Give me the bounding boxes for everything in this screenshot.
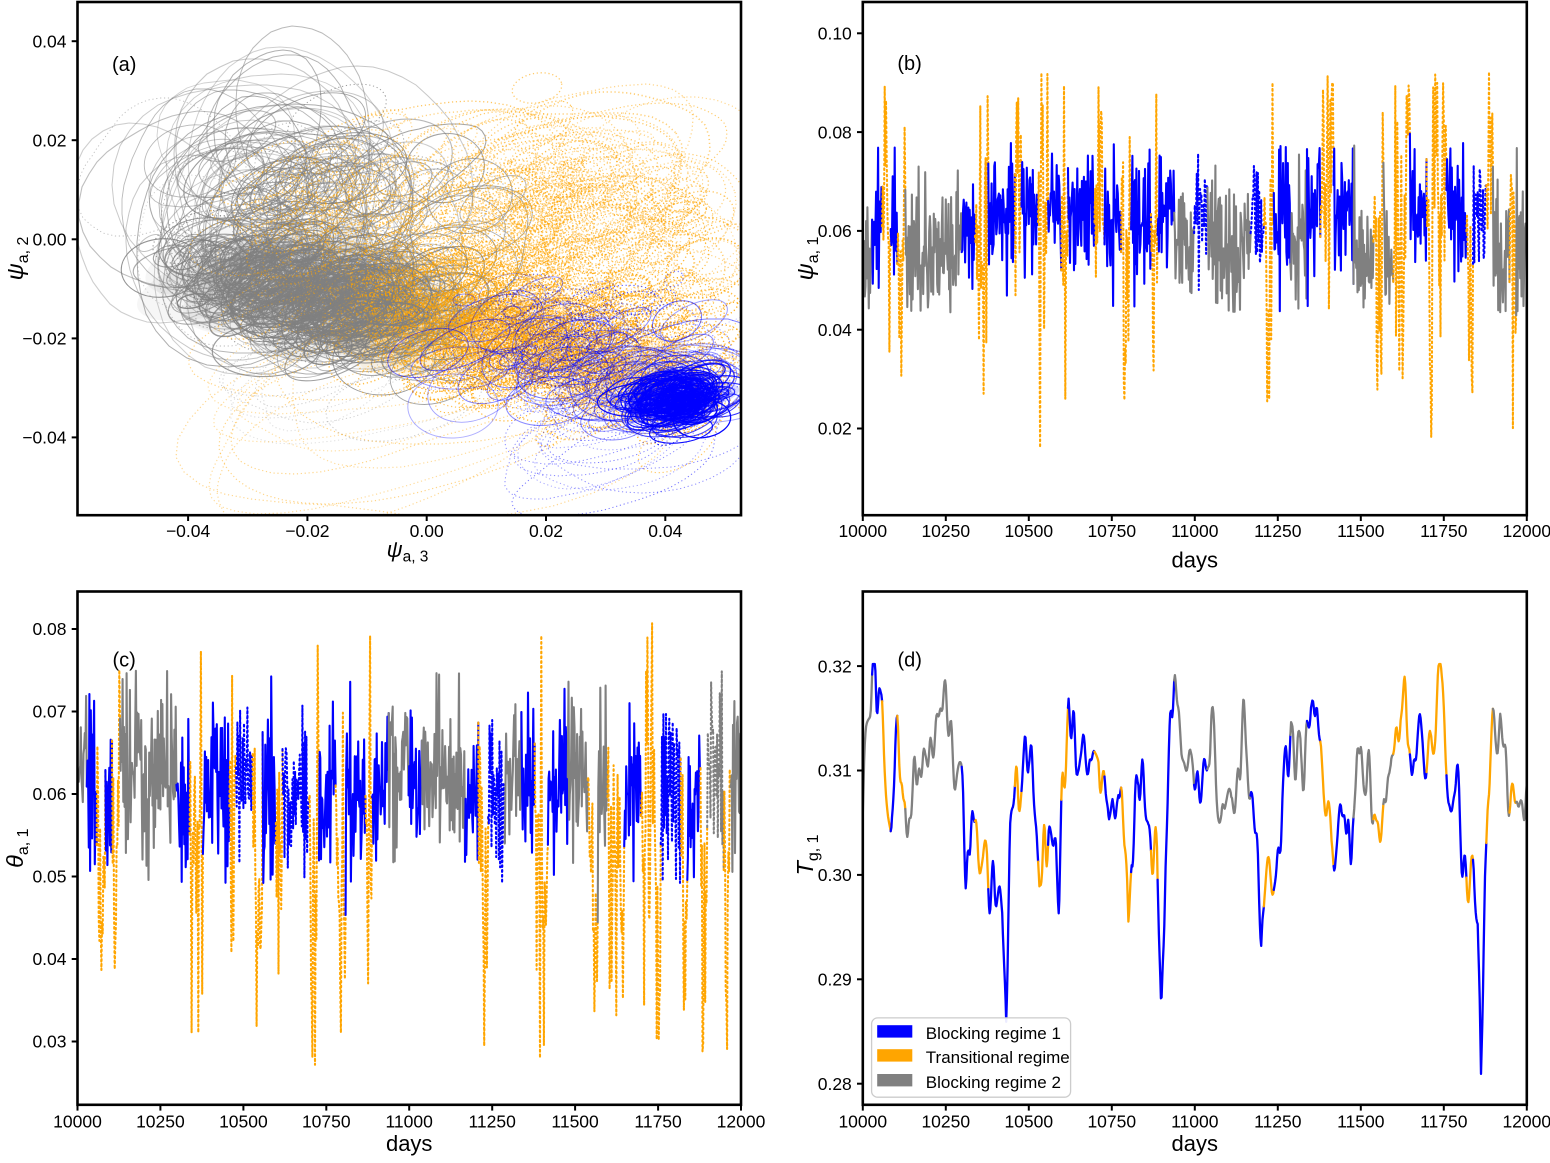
svg-text:11500: 11500 <box>551 1112 599 1132</box>
svg-text:12000: 12000 <box>1502 1112 1550 1132</box>
svg-text:−0.04: −0.04 <box>22 428 67 448</box>
svg-text:0.04: 0.04 <box>648 521 682 541</box>
svg-text:12000: 12000 <box>717 1112 766 1132</box>
svg-text:0.02: 0.02 <box>529 521 563 541</box>
svg-text:days: days <box>1172 1131 1218 1156</box>
svg-text:Blocking regime 2: Blocking regime 2 <box>926 1073 1061 1092</box>
svg-text:12000: 12000 <box>1502 521 1550 541</box>
svg-text:0.04: 0.04 <box>32 31 66 51</box>
svg-text:10000: 10000 <box>838 521 887 541</box>
svg-text:10000: 10000 <box>838 1112 887 1132</box>
svg-text:11000: 11000 <box>1171 1112 1219 1132</box>
svg-text:11500: 11500 <box>1337 521 1385 541</box>
svg-text:0.31: 0.31 <box>818 761 852 781</box>
svg-text:−0.02: −0.02 <box>22 329 66 349</box>
svg-text:−0.02: −0.02 <box>285 521 329 541</box>
svg-text:(b): (b) <box>897 53 921 75</box>
svg-text:days: days <box>1172 548 1218 573</box>
svg-text:0.04: 0.04 <box>818 320 852 340</box>
svg-text:11750: 11750 <box>1420 521 1468 541</box>
svg-text:Blocking regime 1: Blocking regime 1 <box>926 1024 1061 1043</box>
svg-text:−0.04: −0.04 <box>166 521 211 541</box>
svg-text:10000: 10000 <box>53 1112 102 1132</box>
svg-text:0.08: 0.08 <box>32 619 66 639</box>
svg-text:0.08: 0.08 <box>818 122 852 142</box>
svg-text:10250: 10250 <box>921 1112 970 1132</box>
svg-text:10500: 10500 <box>1004 521 1053 541</box>
svg-text:0.06: 0.06 <box>818 221 852 241</box>
svg-text:0.28: 0.28 <box>818 1074 852 1094</box>
svg-text:11500: 11500 <box>1337 1112 1385 1132</box>
svg-text:0.07: 0.07 <box>32 702 66 722</box>
svg-text:0.32: 0.32 <box>818 656 852 676</box>
svg-text:0.02: 0.02 <box>32 130 66 150</box>
svg-text:0.00: 0.00 <box>32 230 66 250</box>
svg-text:0.00: 0.00 <box>410 521 444 541</box>
svg-text:11750: 11750 <box>634 1112 682 1132</box>
svg-text:10500: 10500 <box>1004 1112 1053 1132</box>
svg-text:(c): (c) <box>113 650 136 672</box>
svg-text:11750: 11750 <box>1420 1112 1468 1132</box>
svg-text:0.29: 0.29 <box>818 970 852 990</box>
svg-text:0.05: 0.05 <box>32 867 66 887</box>
svg-text:11000: 11000 <box>1171 521 1219 541</box>
svg-text:11250: 11250 <box>1254 521 1302 541</box>
svg-text:10750: 10750 <box>1087 1112 1136 1132</box>
svg-text:10750: 10750 <box>1087 521 1136 541</box>
svg-text:11000: 11000 <box>386 1112 434 1132</box>
svg-text:11250: 11250 <box>1254 1112 1302 1132</box>
svg-text:11250: 11250 <box>469 1112 517 1132</box>
svg-text:0.04: 0.04 <box>32 949 66 969</box>
svg-text:0.03: 0.03 <box>32 1032 66 1052</box>
svg-text:10750: 10750 <box>302 1112 351 1132</box>
svg-text:10250: 10250 <box>136 1112 185 1132</box>
svg-text:10500: 10500 <box>219 1112 268 1132</box>
svg-text:Transitional regime: Transitional regime <box>926 1048 1070 1067</box>
svg-text:(d): (d) <box>898 649 922 671</box>
svg-text:0.10: 0.10 <box>818 24 852 44</box>
svg-text:0.30: 0.30 <box>818 865 852 885</box>
svg-text:days: days <box>386 1131 432 1156</box>
svg-text:(a): (a) <box>112 54 136 76</box>
svg-text:10250: 10250 <box>921 521 970 541</box>
svg-text:0.06: 0.06 <box>32 784 66 804</box>
svg-text:0.02: 0.02 <box>818 419 852 439</box>
